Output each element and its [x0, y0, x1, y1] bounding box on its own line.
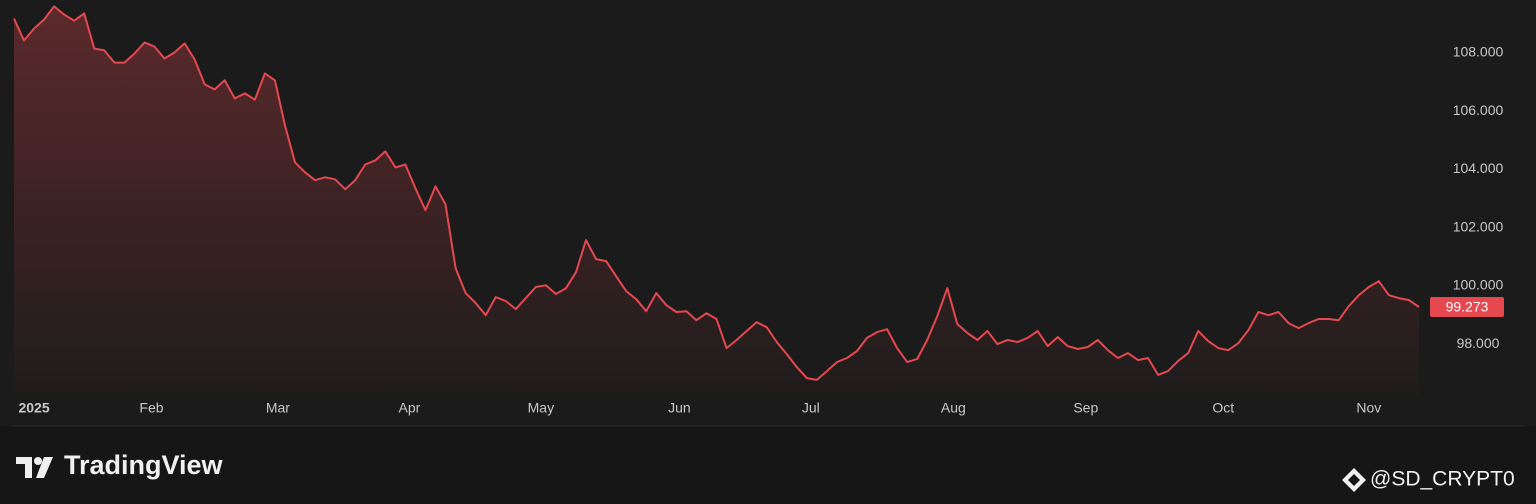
x-tick-label: Nov — [1356, 400, 1381, 416]
price-label-box — [1430, 297, 1504, 318]
x-tick-label: Feb — [139, 400, 163, 416]
x-tick-label: 2025 — [18, 400, 49, 416]
x-tick-label: Jun — [668, 400, 691, 416]
watermark: @SD_CRYPT0 — [1370, 468, 1515, 491]
brand: TradingView — [64, 450, 224, 480]
price-label: 99.273 — [1446, 299, 1489, 315]
x-tick-label: Sep — [1073, 400, 1098, 416]
tv-logo — [16, 457, 53, 478]
x-tick-label: Jul — [802, 400, 820, 416]
y-tick-label: 100.000 — [1453, 277, 1504, 293]
x-tick-label: Aug — [941, 400, 966, 416]
area — [14, 6, 1419, 396]
y-tick-label: 102.000 — [1453, 218, 1504, 234]
watermark-icon — [1342, 468, 1366, 492]
y-tick-label: 98.000 — [1457, 335, 1500, 351]
x-tick-label: Oct — [1212, 400, 1234, 416]
x-tick-label: Mar — [266, 400, 290, 416]
y-tick-label: 104.000 — [1453, 160, 1504, 176]
y-tick-label: 106.000 — [1453, 102, 1504, 118]
x-tick-label: May — [528, 400, 554, 416]
line — [13, 5, 1420, 381]
y-tick-label: 108.000 — [1453, 44, 1504, 60]
x-tick-label: Apr — [399, 400, 421, 416]
